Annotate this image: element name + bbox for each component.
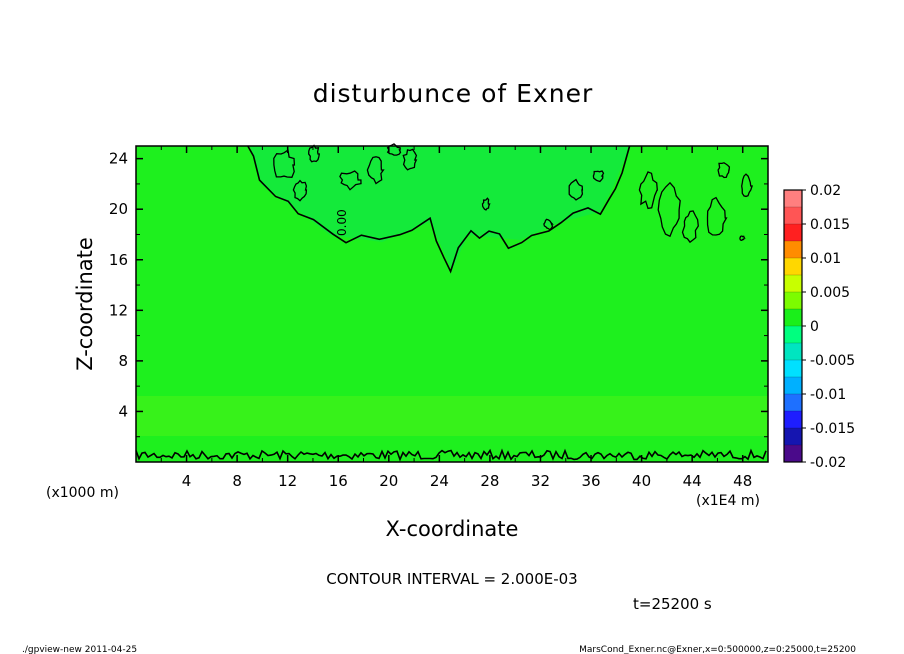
y-tick-label: 8 — [118, 352, 128, 370]
x-tick-label: 32 — [531, 472, 550, 490]
chart-title: disturbunce of Exner — [313, 79, 594, 108]
contour-blob — [638, 171, 659, 210]
contour-blob — [717, 162, 731, 179]
y-tick-label: 24 — [109, 150, 128, 168]
x-axis: 4 8 12 16 20 24 28 32 36 40 44 48 — [160, 146, 752, 490]
x-tick-label: 12 — [278, 472, 297, 490]
contour-blob — [543, 218, 554, 231]
plot-frame — [135, 145, 769, 463]
colorbar-swatch — [784, 258, 802, 276]
x-axis-label: X-coordinate — [386, 517, 519, 541]
x-unit-right: (x1E4 m) — [696, 493, 760, 509]
contour-blob — [657, 181, 681, 238]
contour-blob — [292, 179, 308, 202]
colorbar-label: -0.01 — [810, 387, 846, 403]
y-tick-label: 20 — [109, 200, 128, 218]
contour-label: 0.00 — [335, 209, 349, 236]
contour-interval: CONTOUR INTERVAL = 2.000E-03 — [326, 570, 577, 588]
contour-blob — [741, 173, 753, 198]
low-level-band — [136, 396, 768, 436]
y-axis: 4 8 12 16 20 24 — [109, 150, 768, 438]
time-stamp: t=25200 s — [633, 595, 712, 613]
colorbar-label: -0.02 — [810, 455, 846, 471]
colorbar-swatch — [784, 292, 802, 310]
colorbar: 0.02 0.015 0.01 0.005 0 -0.005 -0.01 -0.015 -0.0… — [783, 183, 855, 471]
colorbar-swatch — [784, 241, 802, 259]
colorbar-swatch — [784, 360, 802, 378]
x-tick-label: 8 — [232, 472, 242, 490]
colorbar-swatch — [784, 224, 802, 242]
contour-blob — [706, 196, 728, 236]
x-tick-label: 20 — [379, 472, 398, 490]
x-tick-label: 44 — [683, 472, 702, 490]
colorbar-swatch — [784, 411, 802, 429]
x-tick-label: 24 — [430, 472, 449, 490]
contour-blob — [273, 148, 296, 178]
footer-right: MarsCond_Exner.nc@Exner,x=0:500000,z=0:2… — [579, 645, 856, 654]
y-axis-label: Z-coordinate — [73, 237, 97, 371]
colorbar-swatch — [784, 326, 802, 344]
colorbar-label: -0.005 — [810, 353, 855, 369]
upper-negative-region — [250, 146, 630, 270]
colorbar-swatch — [784, 394, 802, 412]
y-tick-label: 16 — [109, 251, 128, 269]
contour-blob — [568, 178, 584, 201]
x-tick-label: 4 — [182, 472, 192, 490]
x-tick-label: 28 — [480, 472, 499, 490]
colorbar-label: 0.005 — [810, 285, 850, 301]
colorbar-swatch — [784, 445, 802, 463]
contour-bottom — [135, 448, 767, 462]
y-tick-label: 4 — [118, 402, 128, 420]
x-tick-label: 16 — [329, 472, 348, 490]
x-tick-label: 36 — [581, 472, 600, 490]
contour-lines — [135, 143, 767, 462]
colorbar-label: 0.01 — [810, 251, 841, 267]
contour-upper — [247, 145, 631, 274]
x-tick-label: 48 — [733, 472, 752, 490]
y-tick-label: 12 — [109, 301, 128, 319]
colorbar-label: 0.015 — [810, 217, 850, 233]
contour-blob — [402, 148, 418, 171]
colorbar-swatch — [784, 377, 802, 395]
colorbar-label: -0.015 — [810, 421, 855, 437]
x-unit-left: (x1000 m) — [46, 485, 119, 501]
colorbar-label: 0 — [810, 319, 819, 335]
colorbar-swatch — [784, 190, 802, 208]
contour-blob — [339, 170, 362, 191]
contour-blob — [366, 156, 385, 185]
contour-blob — [739, 235, 746, 241]
contour-blob — [592, 170, 605, 183]
colorbar-swatch — [784, 428, 802, 446]
colorbar-swatch — [784, 207, 802, 225]
colorbar-swatch — [784, 343, 802, 361]
contour-blob — [308, 144, 321, 163]
footer-left: ./gpview-new 2011-04-25 — [22, 645, 137, 654]
colorbar-swatch — [784, 309, 802, 327]
x-tick-label: 40 — [632, 472, 651, 490]
colorbar-label: 0.02 — [810, 183, 841, 199]
contour-blob — [681, 210, 699, 244]
colorbar-swatch — [784, 275, 802, 293]
contour-blob — [481, 197, 491, 211]
